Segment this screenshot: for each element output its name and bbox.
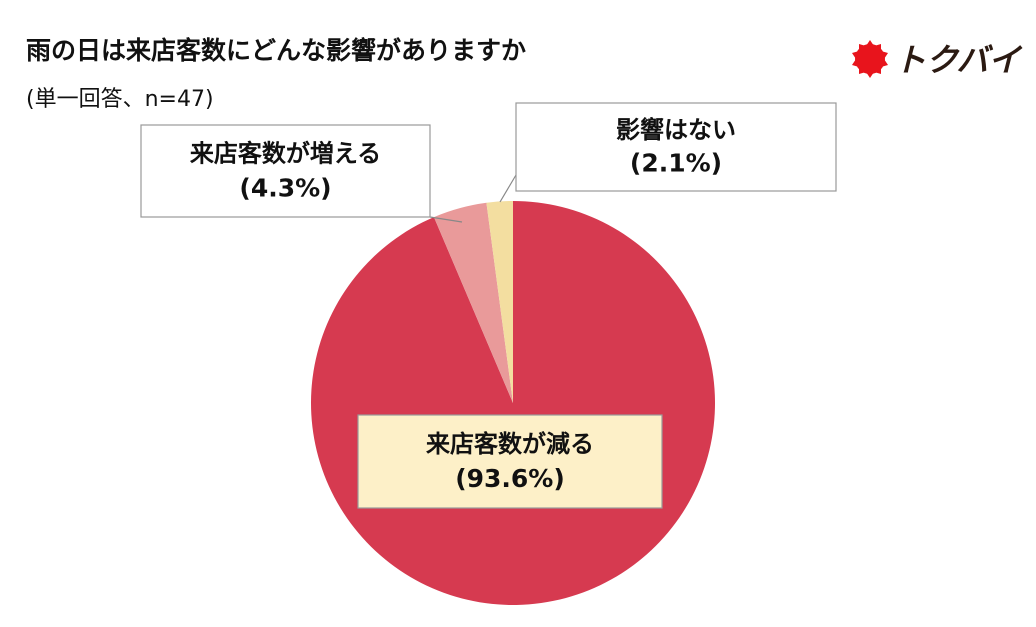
leader-line <box>429 216 463 223</box>
category-label: 来店客数が減る <box>426 430 594 458</box>
label-box <box>515 102 837 192</box>
category-label: 影響はない <box>616 116 736 144</box>
value-label: (2.1%) <box>630 149 722 178</box>
value-label: (4.3%) <box>239 173 331 202</box>
pie-slice <box>433 202 513 403</box>
labels: 来店客数が減る (93.6%) 来店客数が増える (4.3%) 影響はない (2.1%) <box>140 102 837 509</box>
label-box <box>140 124 431 218</box>
chart-subtitle: (単一回答、n=47) <box>26 87 214 112</box>
pie-slice <box>486 201 513 403</box>
value-label: (93.6%) <box>455 464 565 493</box>
logo-circle <box>855 44 885 74</box>
label-box <box>357 414 663 509</box>
leader-line <box>499 174 517 203</box>
logo-text: トクバイ <box>894 41 1023 79</box>
logo: トクバイ <box>852 40 1023 79</box>
pie <box>310 201 715 605</box>
category-label: 来店客数が増える <box>190 139 381 167</box>
chart-title: 雨の日は来店客数にどんな影響がありますか <box>26 36 526 65</box>
